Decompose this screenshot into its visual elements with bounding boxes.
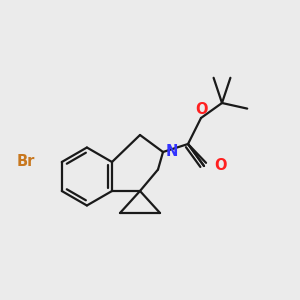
Text: N: N [166, 145, 178, 160]
Text: Br: Br [17, 154, 35, 169]
Text: O: O [214, 158, 226, 173]
Text: O: O [195, 102, 207, 117]
